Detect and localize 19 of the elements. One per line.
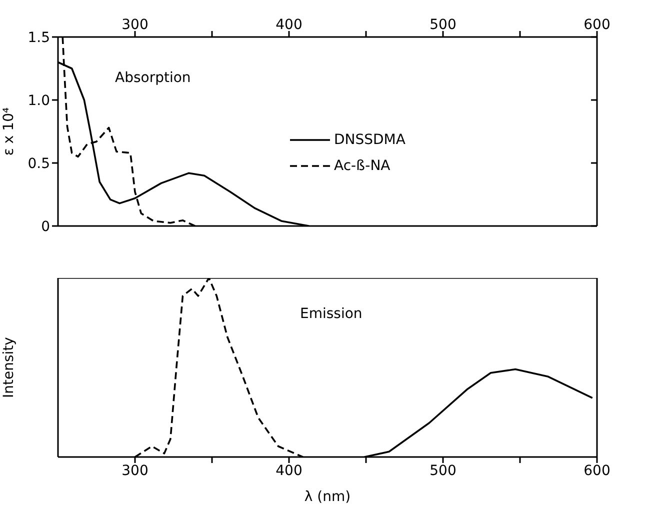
y-axis-title: ε x 10⁴ — [0, 107, 17, 156]
x-tick-label: 500 — [430, 462, 456, 479]
y-tick-label: 0.5 — [28, 156, 50, 172]
y-axis-title: Intensity — [0, 337, 17, 398]
x-tick-label: 300 — [122, 17, 148, 33]
y-tick-label: 0 — [41, 218, 50, 235]
x-tick-label: 600 — [584, 462, 610, 479]
legend-label: Ac-ß-NA — [334, 158, 390, 174]
x-tick-label: 300 — [122, 462, 148, 479]
x-tick-label: 400 — [276, 17, 302, 33]
x-tick-label: 500 — [430, 17, 456, 33]
annotation: Absorption — [115, 70, 191, 86]
y-tick-label: 1.0 — [28, 92, 50, 109]
x-tick-label: 600 — [584, 17, 610, 33]
x-tick-label: 400 — [276, 462, 302, 479]
x-axis-title: λ (nm) — [304, 489, 351, 505]
legend-label: DNSSDMA — [334, 132, 406, 148]
y-tick-label: 1.5 — [28, 30, 50, 46]
annotation: Emission — [300, 306, 362, 322]
